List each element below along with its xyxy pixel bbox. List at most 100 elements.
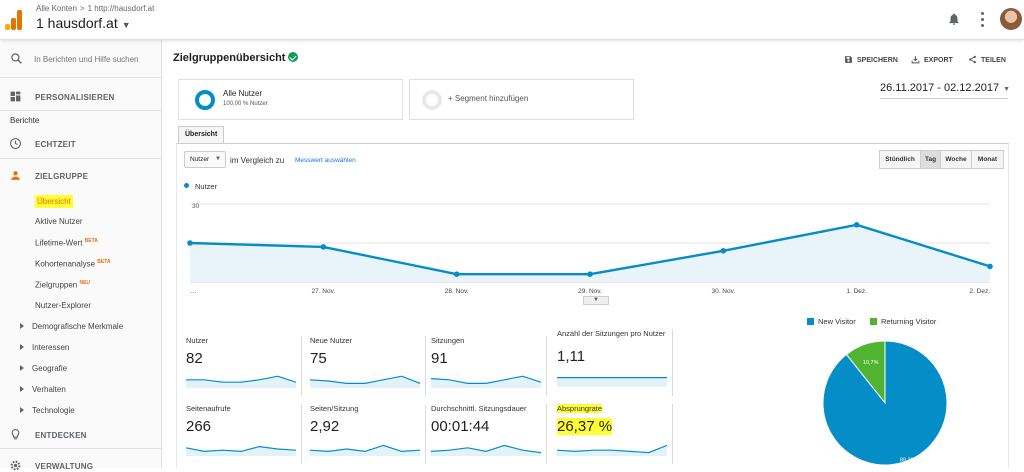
date-range-picker[interactable]: 26.11.2017 - 02.12.2017 ▼: [880, 82, 1010, 94]
data-point[interactable]: [853, 222, 860, 228]
metric-value: 75: [310, 350, 327, 367]
more-vert-icon[interactable]: [980, 12, 986, 28]
select-metric-link[interactable]: Messwert auswählen: [295, 157, 356, 164]
share-button[interactable]: TEILEN: [968, 55, 1006, 64]
sidebar-item-lifetime-value[interactable]: Lifetime-Wert BETA: [35, 238, 98, 248]
sidebar-item-cohort-analysis[interactable]: Kohortenanalyse BETA: [35, 259, 111, 269]
metric-tile[interactable]: Absprungrate 26,37 %: [555, 404, 673, 464]
sidebar-item-audiences[interactable]: Zielgruppen NEU: [35, 280, 90, 290]
lightbulb-icon: [11, 429, 20, 440]
sidebar-item-geo[interactable]: Geografie: [20, 364, 67, 373]
bell-icon[interactable]: [947, 12, 961, 26]
caret-down-icon: ▼: [1003, 86, 1011, 93]
tab-overview[interactable]: Übersicht: [178, 126, 225, 144]
breadcrumb-all-accounts[interactable]: Alle Konten: [36, 4, 77, 13]
avatar[interactable]: [1000, 8, 1022, 30]
sidebar-item-label: Zielgruppen: [35, 280, 78, 290]
segment-all-users[interactable]: Alle Nutzer 100,00 % Nutzer: [178, 79, 403, 120]
data-point[interactable]: [720, 248, 727, 254]
sidebar-item-label: ZIELGRUPPE: [35, 172, 89, 181]
sidebar-item-interests[interactable]: Interessen: [20, 343, 69, 352]
metric-value: 00:01:44: [431, 418, 490, 435]
sidebar-item-label: Aktive Nutzer: [35, 217, 83, 226]
pie-legend-new[interactable]: New Visitor: [807, 317, 856, 326]
sidebar-item-behavior[interactable]: Verhalten: [20, 385, 66, 394]
metric-label: Sitzungen: [431, 336, 465, 345]
users-line-chart[interactable]: 1530…27. Nov.28. Nov.29. Nov.30. Nov.1. …: [180, 196, 1000, 300]
add-segment-button[interactable]: + Segment hinzufügen: [409, 79, 634, 120]
data-point[interactable]: [187, 240, 193, 246]
sidebar-item-label: Verhalten: [32, 385, 66, 394]
sidebar-item-overview[interactable]: Übersicht: [35, 195, 73, 208]
data-point[interactable]: [587, 271, 593, 277]
breadcrumb-separator: >: [79, 4, 85, 13]
expand-arrow-icon: [20, 386, 24, 392]
sparkline: [431, 444, 541, 456]
sidebar-item-label: ECHTZEIT: [35, 140, 76, 149]
granularity-week-button[interactable]: Woche: [940, 150, 972, 169]
metric-tile[interactable]: Neue Nutzer 75: [308, 336, 426, 396]
save-label: SPEICHERN: [857, 57, 898, 64]
account-name: 1 hausdorf.at: [36, 15, 118, 31]
metric-tile[interactable]: Anzahl der Sitzungen pro Nutzer 1,11: [555, 329, 673, 396]
main-content: Zielgruppenübersicht SPEICHERN EXPORT TE…: [162, 40, 1024, 468]
analytics-logo-icon[interactable]: [5, 10, 23, 30]
series-area: [190, 224, 990, 282]
x-tick-label: 29. Nov.: [578, 288, 602, 295]
sidebar-item-label: VERWALTUNG: [35, 462, 94, 471]
pie-legend-returning[interactable]: Returning Visitor: [870, 317, 936, 326]
add-segment-label: + Segment hinzufügen: [448, 94, 529, 103]
data-point[interactable]: [987, 263, 993, 270]
page-title-text: Zielgruppenübersicht: [173, 52, 286, 64]
granularity-day-button[interactable]: Tag: [920, 150, 941, 169]
metric-tile[interactable]: Sitzungen 91: [429, 336, 547, 396]
chart-resize-handle[interactable]: ▼: [583, 296, 609, 305]
metric-label: Seiten/Sitzung: [310, 404, 359, 413]
metric-dropdown[interactable]: Nutzer ▼: [184, 151, 226, 168]
segment-name: Alle Nutzer: [223, 89, 263, 98]
beta-badge: BETA: [97, 259, 111, 265]
pie-legend-label: New Visitor: [818, 317, 856, 326]
sidebar-item-user-explorer[interactable]: Nutzer-Explorer: [35, 301, 91, 310]
sidebar-item-label: Lifetime-Wert: [35, 238, 83, 248]
breadcrumb: Alle Konten >1 http://hausdorf.at: [36, 4, 154, 13]
x-tick-label: …: [190, 288, 197, 295]
metric-tile[interactable]: Seitenaufrufe 266: [184, 404, 302, 464]
beta-badge: BETA: [84, 238, 98, 244]
export-label: EXPORT: [924, 57, 953, 64]
data-point[interactable]: [453, 271, 460, 277]
granularity-month-button[interactable]: Monat: [971, 150, 1004, 169]
segment-percentage: 100,00 % Nutzer: [223, 101, 268, 107]
gear-icon: [10, 460, 21, 471]
metric-value: 91: [431, 350, 448, 367]
metric-tile[interactable]: Nutzer 82: [184, 336, 302, 396]
overview-panel: [176, 143, 1009, 468]
search-input[interactable]: [34, 51, 158, 67]
share-label: TEILEN: [981, 57, 1006, 64]
breadcrumb-property[interactable]: 1 http://hausdorf.at: [87, 4, 155, 13]
granularity-hourly-button[interactable]: Stündlich: [879, 150, 921, 169]
sidebar-item-label: Technologie: [32, 406, 75, 415]
y-tick-label: 30: [192, 203, 200, 210]
sidebar-item-active-users[interactable]: Aktive Nutzer: [35, 217, 83, 226]
page-title: Zielgruppenübersicht: [173, 52, 299, 64]
export-button[interactable]: EXPORT: [911, 55, 953, 64]
sidebar-item-demographics[interactable]: Demografische Merkmale: [20, 322, 123, 331]
sparkline: [431, 375, 541, 388]
metric-label: Durchschnittl. Sitzungsdauer: [431, 404, 527, 413]
metric-tile[interactable]: Durchschnittl. Sitzungsdauer 00:01:44: [429, 404, 547, 464]
sidebar-item-technology[interactable]: Technologie: [20, 406, 75, 415]
data-point[interactable]: [320, 244, 327, 250]
visitor-pie-chart[interactable]: 10,7% 89,3%: [817, 335, 953, 471]
save-button[interactable]: SPEICHERN: [844, 55, 898, 64]
account-selector[interactable]: 1 hausdorf.at ▼: [36, 15, 131, 31]
sparkline: [557, 444, 667, 456]
pie-slice[interactable]: [822, 340, 948, 466]
expand-arrow-icon: [20, 344, 24, 350]
x-tick-label: 2. Dez.: [969, 288, 990, 295]
expand-arrow-icon: [20, 407, 24, 413]
metric-value: 26,37 %: [557, 418, 613, 435]
metric-value: 2,92: [310, 418, 340, 435]
x-tick-label: 27. Nov.: [311, 288, 335, 295]
metric-tile[interactable]: Seiten/Sitzung 2,92: [308, 404, 426, 464]
